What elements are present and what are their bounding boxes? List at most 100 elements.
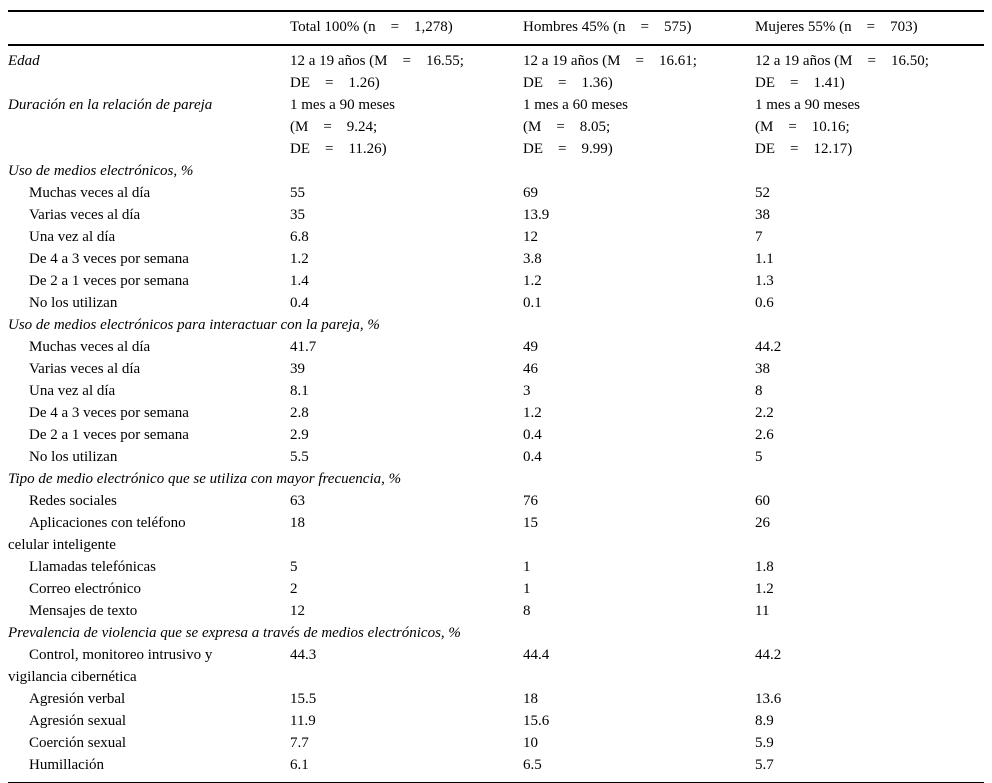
- value-cell: 38: [755, 361, 770, 377]
- value-cell: 1.2: [290, 251, 309, 267]
- value-cell: 1 mes a 60 meses (M = 8.05; DE = 9.99): [523, 97, 628, 157]
- value-cell: 8: [523, 603, 531, 619]
- table-row: De 4 a 3 veces por semana 1.2 3.8 1.1: [8, 248, 984, 270]
- value-cell: 0.4: [290, 295, 309, 311]
- row-label: Varias veces al día: [29, 207, 141, 223]
- value-cell: 0.4: [523, 427, 542, 443]
- value-cell: 44.2: [755, 339, 782, 355]
- row-label: Una vez al día: [29, 229, 116, 245]
- value-cell: 18: [290, 515, 305, 531]
- value-cell: 13.6: [755, 691, 782, 707]
- value-cell: 1.2: [523, 405, 542, 421]
- table-body: Edad 12 a 19 años (M = 16.55; DE = 1.26) 1…: [8, 45, 984, 783]
- row-label: Agresión verbal: [29, 691, 126, 707]
- value-cell: 52: [755, 185, 770, 201]
- value-cell: 2.8: [290, 405, 309, 421]
- value-cell: 76: [523, 493, 538, 509]
- section-label: Prevalencia de violencia que se expresa …: [8, 625, 461, 641]
- value-cell: 69: [523, 185, 538, 201]
- table-row: Agresión verbal 15.5 18 13.6: [8, 688, 984, 710]
- table-row: Llamadas telefónicas 5 1 1.8: [8, 556, 984, 578]
- row-label: Control, monitoreo intrusivo y vigilanci…: [8, 647, 213, 685]
- value-cell: 5.7: [755, 757, 774, 773]
- table-row: Control, monitoreo intrusivo y vigilanci…: [8, 644, 984, 688]
- section-row: Tipo de medio electrónico que se utiliza…: [8, 468, 984, 490]
- table-row: Varias veces al día 35 13.9 38: [8, 204, 984, 226]
- table-row: No los utilizan 5.5 0.4 5: [8, 446, 984, 468]
- value-cell: 46: [523, 361, 538, 377]
- table-row: Mensajes de texto 12 8 11: [8, 600, 984, 622]
- corner-cell: [8, 11, 290, 46]
- value-cell: 1 mes a 90 meses (M = 9.24; DE = 11.26): [290, 97, 395, 157]
- header-row: Total 100% (n = 1,278) Hombres 45% (n = 5…: [8, 11, 984, 46]
- value-cell: 7: [755, 229, 763, 245]
- value-cell: 15.6: [523, 713, 550, 729]
- value-cell: 35: [290, 207, 305, 223]
- value-cell: 0.6: [755, 295, 774, 311]
- table-row: Muchas veces al día 41.7 49 44.2: [8, 336, 984, 358]
- table-row: Humillación 6.1 6.5 5.7: [8, 754, 984, 783]
- table-row: De 2 a 1 veces por semana 2.9 0.4 2.6: [8, 424, 984, 446]
- value-cell: 44.2: [755, 647, 782, 663]
- value-cell: 3: [523, 383, 531, 399]
- row-label: Mensajes de texto: [29, 603, 138, 619]
- value-cell: 1 mes a 90 meses (M = 10.16; DE = 12.17): [755, 97, 860, 157]
- value-cell: 44.4: [523, 647, 550, 663]
- section-row: Prevalencia de violencia que se expresa …: [8, 622, 984, 644]
- row-label: Duración en la relación de pareja: [8, 97, 213, 113]
- row-label: De 2 a 1 veces por semana: [29, 273, 189, 289]
- table-row: Duración en la relación de pareja 1 mes a…: [8, 94, 984, 160]
- value-cell: 15: [523, 515, 538, 531]
- value-cell: 1.2: [523, 273, 542, 289]
- row-label: De 4 a 3 veces por semana: [29, 251, 189, 267]
- value-cell: 55: [290, 185, 305, 201]
- value-cell: 1: [523, 559, 531, 575]
- value-cell: 3.8: [523, 251, 542, 267]
- value-cell: 13.9: [523, 207, 550, 223]
- value-cell: 38: [755, 207, 770, 223]
- value-cell: 0.4: [523, 449, 542, 465]
- section-label: Uso de medios electrónicos para interact…: [8, 317, 380, 333]
- value-cell: 1.3: [755, 273, 774, 289]
- table-row: Redes sociales 63 76 60: [8, 490, 984, 512]
- value-cell: 6.1: [290, 757, 309, 773]
- row-label: No los utilizan: [29, 449, 118, 465]
- section-label: Tipo de medio electrónico que se utiliza…: [8, 471, 402, 487]
- value-cell: 8.1: [290, 383, 309, 399]
- value-cell: 2.9: [290, 427, 309, 443]
- row-label: Humillación: [29, 757, 104, 773]
- table-row: Una vez al día 6.8 12 7: [8, 226, 984, 248]
- row-label: Varias veces al día: [29, 361, 141, 377]
- section-row: Uso de medios electrónicos, %: [8, 160, 984, 182]
- value-cell: 1.8: [755, 559, 774, 575]
- table-row: No los utilizan 0.4 0.1 0.6: [8, 292, 984, 314]
- value-cell: 11: [755, 603, 770, 619]
- value-cell: 41.7: [290, 339, 317, 355]
- row-label: Una vez al día: [29, 383, 116, 399]
- section-label: Uso de medios electrónicos, %: [8, 163, 194, 179]
- value-cell: 8: [755, 383, 763, 399]
- value-cell: 1.1: [755, 251, 774, 267]
- value-cell: 7.7: [290, 735, 309, 751]
- value-cell: 12 a 19 años (M = 16.55; DE = 1.26): [290, 53, 464, 91]
- value-cell: 2: [290, 581, 298, 597]
- row-label: Aplicaciones con teléfono celular inteli…: [8, 515, 186, 553]
- row-label: No los utilizan: [29, 295, 118, 311]
- value-cell: 44.3: [290, 647, 317, 663]
- value-cell: 1: [523, 581, 531, 597]
- value-cell: 5: [290, 559, 298, 575]
- descriptive-statistics-table: Total 100% (n = 1,278) Hombres 45% (n = 5…: [8, 10, 984, 783]
- value-cell: 5.5: [290, 449, 309, 465]
- column-header: Total 100% (n = 1,278): [290, 11, 523, 46]
- row-label: Correo electrónico: [29, 581, 142, 597]
- table-row: Edad 12 a 19 años (M = 16.55; DE = 1.26) 1…: [8, 45, 984, 94]
- row-label: Llamadas telefónicas: [29, 559, 157, 575]
- table-row: De 2 a 1 veces por semana 1.4 1.2 1.3: [8, 270, 984, 292]
- row-label: Redes sociales: [29, 493, 117, 509]
- value-cell: 26: [755, 515, 770, 531]
- value-cell: 5.9: [755, 735, 774, 751]
- value-cell: 0.1: [523, 295, 542, 311]
- value-cell: 15.5: [290, 691, 317, 707]
- row-label: Coerción sexual: [29, 735, 127, 751]
